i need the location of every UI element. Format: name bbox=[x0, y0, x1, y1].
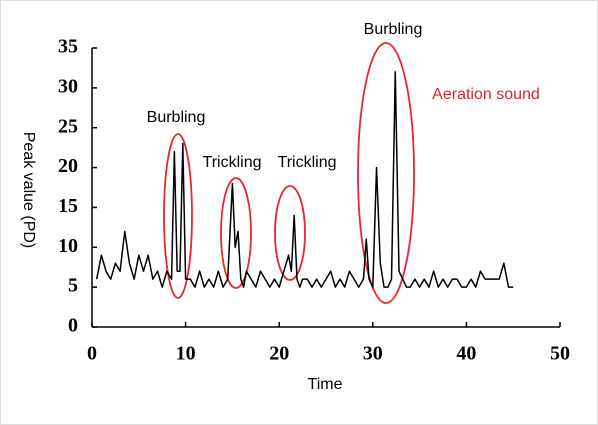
highlight-ellipses bbox=[163, 42, 415, 304]
ellipse bbox=[163, 133, 193, 299]
x-tick-label: 30 bbox=[363, 343, 383, 365]
y-tick-label: 5 bbox=[68, 275, 78, 297]
x-tick-label: 40 bbox=[456, 343, 476, 365]
ellipse bbox=[220, 177, 252, 289]
annotation: Trickling bbox=[278, 154, 337, 171]
y-tick-label: 0 bbox=[68, 315, 78, 337]
data-line bbox=[95, 71, 514, 288]
y-tick-label: 10 bbox=[58, 235, 78, 257]
annotation: Burbling bbox=[364, 21, 423, 38]
x-tick-label: 50 bbox=[550, 343, 570, 365]
x-axis-label: Time bbox=[308, 376, 343, 393]
annotation: Aeration sound bbox=[432, 86, 540, 103]
y-tick-label: 15 bbox=[58, 195, 78, 217]
x-tick-label: 10 bbox=[176, 343, 196, 365]
x-tick-label: 0 bbox=[87, 343, 97, 365]
y-tick-label: 20 bbox=[58, 155, 78, 177]
ellipse bbox=[274, 185, 306, 281]
ellipse bbox=[357, 42, 415, 304]
y-axis-label: Peak value (PD) bbox=[20, 132, 37, 249]
annotation: Burbling bbox=[147, 109, 206, 126]
y-tick-label: 25 bbox=[58, 115, 78, 137]
y-tick-label: 35 bbox=[58, 36, 78, 58]
annotation: Trickling bbox=[203, 154, 262, 171]
x-tick-label: 20 bbox=[269, 343, 289, 365]
y-tick-label: 30 bbox=[58, 75, 78, 97]
